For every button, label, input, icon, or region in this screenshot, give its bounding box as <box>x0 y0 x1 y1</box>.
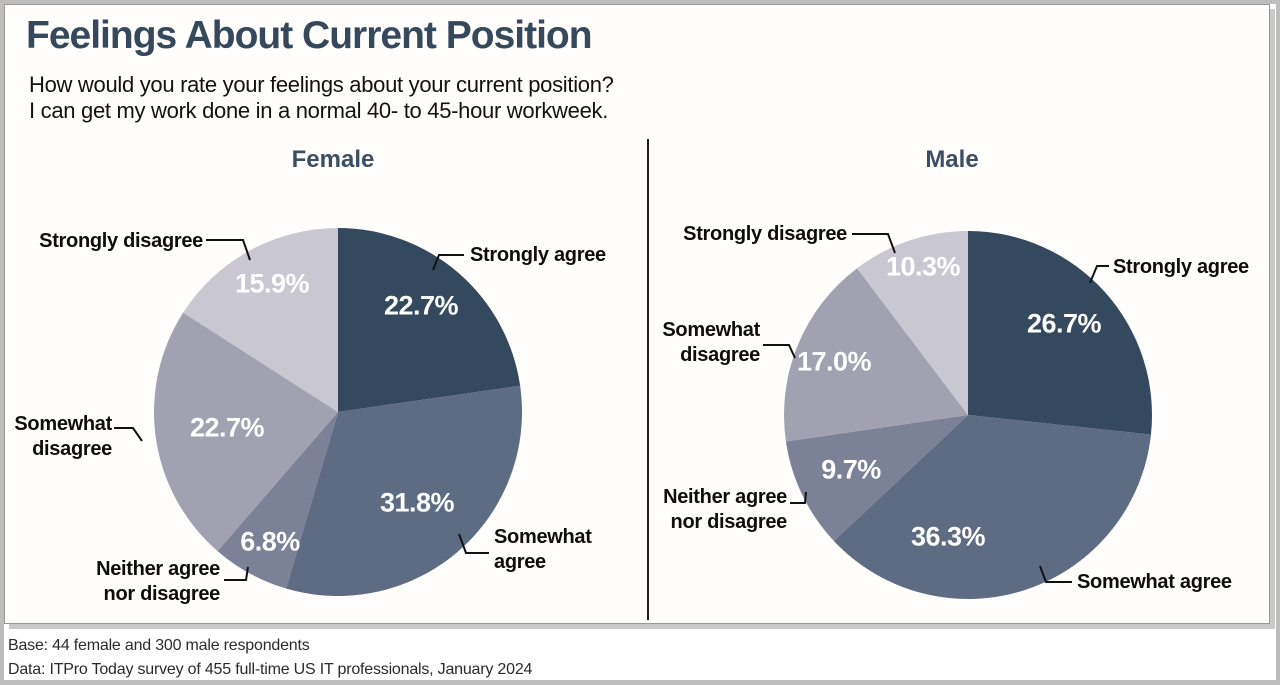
page-title: Feelings About Current Position <box>26 14 593 57</box>
female-panel-title: Female <box>291 146 375 173</box>
frame-top <box>0 0 1280 4</box>
source-note: Data: ITPro Today survey of 455 full-tim… <box>8 661 533 678</box>
male-neither-value: 9.7% <box>821 454 881 485</box>
pie-slice-neither-agree-nor-disagree <box>217 412 338 589</box>
female-strongly-disagree-value: 15.9% <box>234 268 310 299</box>
survey-question: How would you rate your feelings about y… <box>29 72 614 124</box>
pie-slice-somewhat-disagree <box>784 268 968 442</box>
pie-slice-strongly-disagree <box>857 231 968 415</box>
female-callout-somewhat-agree: Somewhat agree <box>494 526 592 573</box>
frame-right <box>1276 0 1280 681</box>
pie-slice-neither-agree-nor-disagree <box>785 415 968 541</box>
pie-slice-somewhat-disagree <box>154 312 338 552</box>
female-somewhat-agree-value: 31.8% <box>379 487 455 518</box>
pie-slice-somewhat-agree <box>833 415 1151 600</box>
pie-slice-strongly-agree <box>968 231 1152 435</box>
frame-left <box>0 0 4 681</box>
male-callout-somewhat-disagree: Somewhat disagree <box>662 319 760 366</box>
pie-slice-strongly-disagree <box>183 228 338 412</box>
female-neither-value: 6.8% <box>240 526 300 557</box>
male-pie-chart <box>784 231 1152 600</box>
male-callout-strongly-disagree: Strongly disagree <box>683 223 847 245</box>
survey-question-line2: I can get my work done in a normal 40- t… <box>29 98 609 123</box>
male-strongly-agree-value: 26.7% <box>1026 308 1102 339</box>
female-somewhat-disagree-value: 22.7% <box>189 412 265 443</box>
pie-slice-strongly-agree <box>338 228 521 412</box>
male-somewhat-agree-value: 36.3% <box>910 521 986 552</box>
female-callout-neither: Neither agree nor disagree <box>96 558 220 605</box>
male-callout-somewhat-agree: Somewhat agree <box>1077 571 1232 593</box>
female-strongly-agree-value: 22.7% <box>383 290 459 321</box>
female-callout-strongly-agree: Strongly agree <box>470 244 606 266</box>
male-callout-neither: Neither agree nor disagree <box>663 486 787 533</box>
female-pie-chart <box>154 228 523 597</box>
panel-divider-line <box>647 139 649 620</box>
female-callout-strongly-disagree: Strongly disagree <box>39 230 203 252</box>
male-strongly-disagree-value: 10.3% <box>885 251 961 282</box>
male-somewhat-disagree-value: 17.0% <box>796 346 872 377</box>
frame-bottom <box>0 680 1280 685</box>
male-panel-title: Male <box>925 146 979 173</box>
male-callout-strongly-agree: Strongly agree <box>1113 256 1249 278</box>
base-note: Base: 44 female and 300 male respondents <box>8 637 310 654</box>
female-callout-somewhat-disagree: Somewhat disagree <box>14 413 112 460</box>
survey-question-line1: How would you rate your feelings about y… <box>29 72 614 97</box>
